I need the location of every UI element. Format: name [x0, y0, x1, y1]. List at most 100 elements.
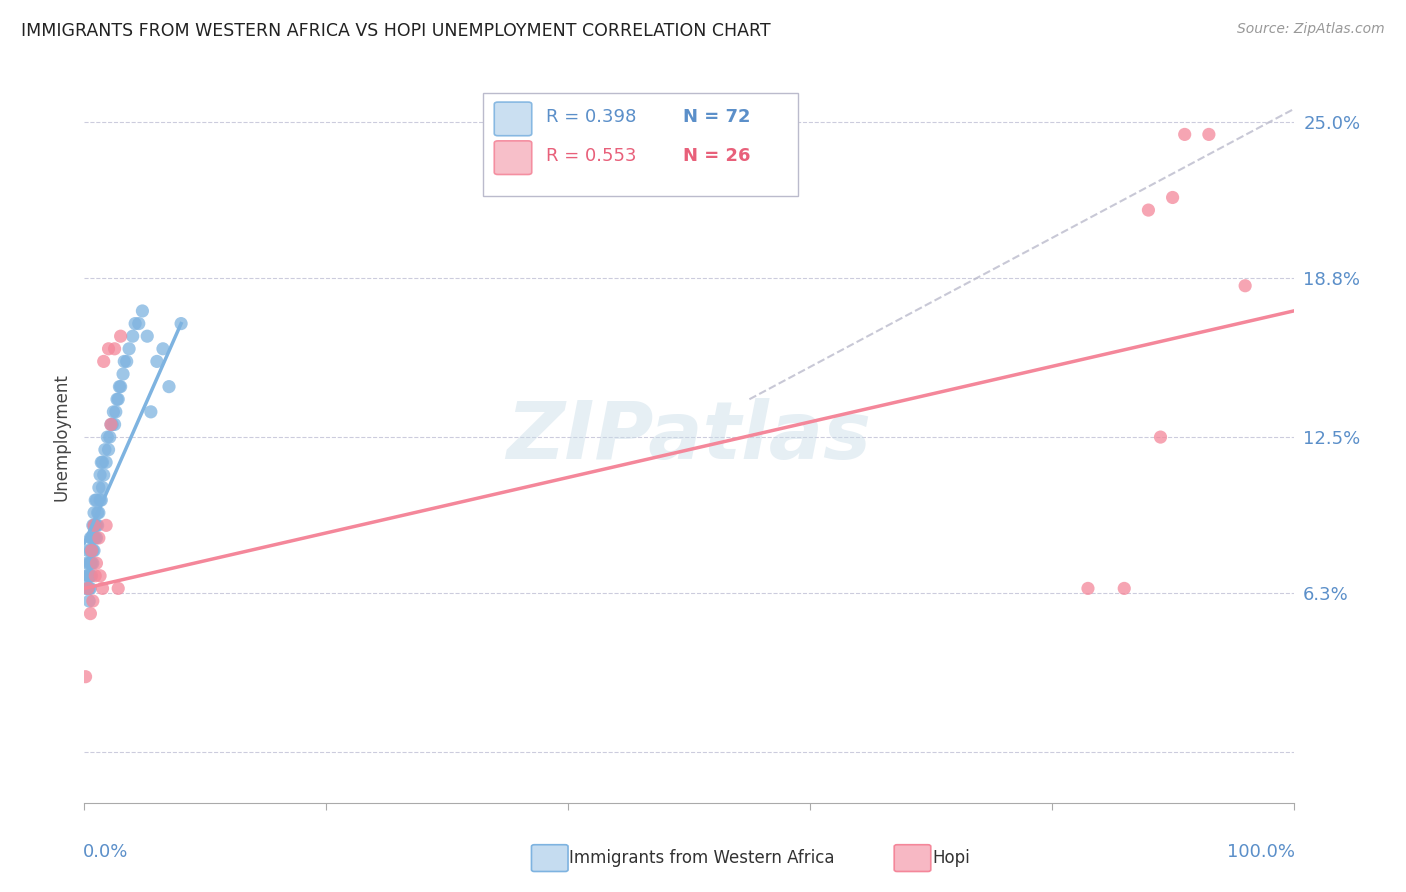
Point [107, 582, 129, 596]
Point [75, 582, 97, 596]
Point [84, 569, 107, 583]
Point [1174, 128, 1197, 142]
Point [94, 518, 117, 533]
Point [93, 467, 115, 482]
Text: Source: ZipAtlas.com: Source: ZipAtlas.com [1237, 22, 1385, 37]
Point [86, 493, 108, 508]
Point [87, 531, 110, 545]
Point [89, 569, 111, 583]
Point [82, 543, 104, 558]
Point [82, 594, 104, 608]
Point [131, 304, 153, 318]
Point [82, 556, 104, 570]
Point [157, 379, 180, 393]
Point [1234, 278, 1257, 293]
Point [98, 430, 121, 444]
Point [103, 405, 125, 419]
Point [77, 569, 100, 583]
Point [136, 329, 159, 343]
Point [146, 354, 169, 368]
Point [82, 518, 104, 533]
Point [80, 531, 103, 545]
Point [86, 531, 108, 545]
Point [124, 317, 146, 331]
Text: Immigrants from Western Africa: Immigrants from Western Africa [569, 849, 835, 867]
Text: Hopi: Hopi [932, 849, 970, 867]
Point [80, 543, 103, 558]
Point [1077, 582, 1099, 596]
Point [80, 569, 103, 583]
Point [87, 506, 110, 520]
Point [75, 670, 97, 684]
Point [77, 594, 100, 608]
Point [139, 405, 162, 419]
Point [90, 455, 112, 469]
Point [101, 417, 124, 432]
FancyBboxPatch shape [495, 141, 531, 175]
Point [83, 543, 105, 558]
Point [97, 442, 120, 457]
Point [112, 367, 135, 381]
Text: 0.0%: 0.0% [83, 843, 128, 861]
Point [108, 379, 131, 393]
Point [79, 543, 101, 558]
Point [1114, 582, 1136, 596]
Point [86, 518, 108, 533]
Point [94, 442, 117, 457]
Text: R = 0.553: R = 0.553 [547, 147, 637, 165]
Point [77, 582, 100, 596]
Point [118, 342, 141, 356]
Point [77, 582, 100, 596]
Text: N = 72: N = 72 [683, 109, 751, 127]
Point [93, 354, 115, 368]
Point [79, 582, 101, 596]
Point [97, 342, 120, 356]
Point [96, 430, 118, 444]
Point [83, 506, 105, 520]
Point [128, 317, 150, 331]
Point [1161, 190, 1184, 204]
Text: ZIPatlas: ZIPatlas [506, 398, 872, 476]
Text: N = 26: N = 26 [683, 147, 751, 165]
Point [105, 392, 128, 407]
Y-axis label: Unemployment: Unemployment [52, 373, 70, 501]
Point [104, 342, 127, 356]
Point [79, 607, 101, 621]
Point [80, 556, 103, 570]
Point [77, 556, 100, 570]
Point [91, 582, 114, 596]
Point [83, 518, 105, 533]
Point [80, 543, 103, 558]
Point [86, 506, 108, 520]
Point [79, 556, 101, 570]
Point [170, 317, 193, 331]
Text: R = 0.398: R = 0.398 [547, 109, 637, 127]
Point [76, 569, 98, 583]
Point [115, 354, 138, 368]
Point [100, 417, 122, 432]
FancyBboxPatch shape [495, 102, 531, 136]
Point [107, 392, 129, 407]
Point [83, 518, 105, 533]
Point [90, 493, 112, 508]
Point [84, 518, 107, 533]
Point [77, 569, 100, 583]
Point [86, 556, 108, 570]
Point [84, 531, 107, 545]
Point [91, 481, 114, 495]
Point [1149, 430, 1171, 444]
Point [84, 493, 107, 508]
Point [76, 556, 98, 570]
FancyBboxPatch shape [484, 94, 797, 195]
Point [79, 531, 101, 545]
Point [112, 354, 135, 368]
Point [110, 379, 132, 393]
Point [77, 582, 100, 596]
Point [86, 518, 108, 533]
Point [152, 342, 174, 356]
Point [94, 455, 117, 469]
Point [110, 329, 132, 343]
Point [104, 417, 127, 432]
Point [89, 467, 111, 482]
Point [1137, 203, 1160, 218]
